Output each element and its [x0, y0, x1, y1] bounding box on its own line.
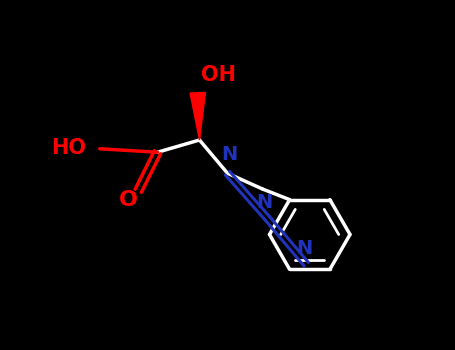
Polygon shape: [190, 92, 206, 140]
Text: N: N: [221, 146, 238, 164]
Text: O: O: [119, 190, 138, 210]
Text: N: N: [296, 239, 313, 258]
Text: HO: HO: [51, 138, 86, 158]
Text: N: N: [256, 194, 273, 212]
Text: OH: OH: [201, 65, 236, 85]
